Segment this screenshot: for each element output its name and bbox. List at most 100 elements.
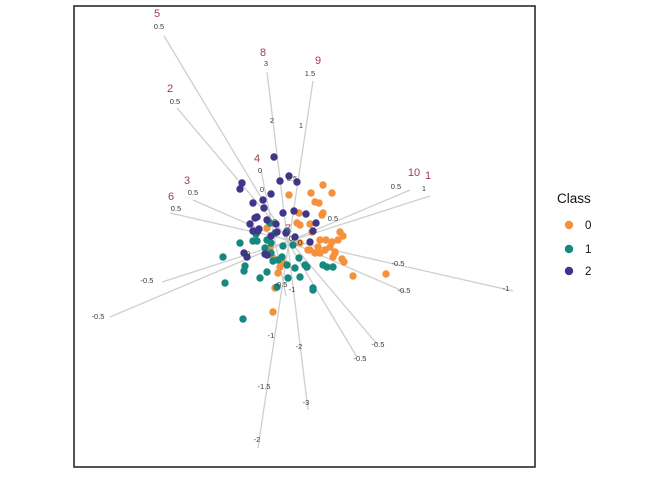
- scatter-point-class-2: [251, 214, 259, 222]
- tick-label: 0: [273, 217, 277, 226]
- scatter-point-class-1: [283, 261, 291, 269]
- legend-label-class-2: 2: [585, 266, 591, 278]
- scatter-point-class-1: [309, 284, 317, 292]
- scatter-point-class-2: [291, 233, 299, 241]
- scatter-point-class-0: [319, 181, 327, 189]
- scatter-point-class-0: [316, 236, 324, 244]
- tick-label: 0: [258, 166, 262, 175]
- tick-label: -0.5: [372, 340, 385, 349]
- feature-label-7: 7: [285, 223, 291, 235]
- scatter-point-class-2: [243, 253, 251, 261]
- scatter-point-class-0: [306, 220, 314, 228]
- scatter-point-class-2: [302, 210, 310, 218]
- tick-label: 0.5: [188, 188, 198, 197]
- scatter-point-class-0: [318, 211, 326, 219]
- scatter-point-class-1: [236, 239, 244, 247]
- scatter-point-class-0: [296, 221, 304, 229]
- scatter-point-class-2: [270, 153, 278, 161]
- feature-label-1: 1: [425, 170, 431, 182]
- tick-label: -0.5: [275, 280, 288, 289]
- tick-label: 0: [289, 234, 293, 243]
- axis-line-5: [163, 35, 358, 358]
- tick-label: 0.5: [328, 214, 338, 223]
- scatter-point-class-0: [326, 243, 334, 251]
- tick-label: 0.5: [287, 174, 297, 183]
- axis-tick-labels: 0.5 0 -0.5 0.5 0 -0.5 3 2 0 -1 -2 -3 1.5 1 0.5 -1 -1.5 -2…: [92, 22, 510, 444]
- scatter-point-class-2: [236, 185, 244, 193]
- scatter-point-class-2: [263, 251, 271, 259]
- scatter-point-class-1: [319, 261, 327, 269]
- feature-label-5: 5: [154, 8, 160, 20]
- tick-label: 1.5: [305, 69, 315, 78]
- tick-label: -0.5: [392, 259, 405, 268]
- tick-label: -0.5: [398, 286, 411, 295]
- scatter-point-class-1: [329, 263, 337, 271]
- scatter-point-class-1: [267, 239, 275, 247]
- scatter-point-class-2: [306, 238, 314, 246]
- feature-label-10: 10: [408, 167, 420, 179]
- scatter-point-class-2: [259, 196, 267, 204]
- plot-border: [73, 5, 536, 468]
- tick-label: -3: [303, 398, 310, 407]
- scatter-point-class-0: [349, 272, 357, 280]
- scatter-point-class-0: [296, 239, 304, 247]
- tick-label: -2: [254, 435, 261, 444]
- tick-label: 0: [298, 238, 302, 247]
- feature-label-4: 4: [254, 153, 260, 165]
- tick-label: 0: [260, 185, 264, 194]
- tick-label: 0.5: [154, 22, 164, 31]
- scatter-point-class-1: [221, 279, 229, 287]
- feature-label-6: 6: [168, 191, 174, 203]
- scatter-point-class-0: [331, 249, 339, 257]
- tick-label: 2: [270, 116, 274, 125]
- scatter-point-class-2: [238, 179, 246, 187]
- scatter-point-class-0: [322, 236, 330, 244]
- scatter-point-class-1: [303, 263, 311, 271]
- scatter-points: [219, 153, 390, 323]
- scatter-point-class-1: [239, 315, 247, 323]
- tick-label: -1: [503, 284, 510, 293]
- tick-label: -1: [289, 285, 296, 294]
- scatter-point-class-1: [261, 244, 269, 252]
- scatter-point-class-1: [278, 253, 286, 261]
- legend-label-class-1: 1: [585, 244, 591, 256]
- scatter-point-class-2: [285, 172, 293, 180]
- scatter-point-class-0: [274, 269, 282, 277]
- scatter-point-class-1: [279, 242, 287, 250]
- scatter-point-class-1: [296, 273, 304, 281]
- scatter-point-class-2: [282, 229, 290, 237]
- tick-label: -1: [268, 331, 275, 340]
- feature-label-9: 9: [315, 55, 321, 67]
- scatter-point-class-1: [284, 274, 292, 282]
- scatter-point-class-2: [293, 178, 301, 186]
- legend-dot-class-1: [564, 244, 574, 254]
- scatter-point-class-1: [240, 267, 248, 275]
- scatter-point-class-2: [254, 227, 262, 235]
- scatter-point-class-0: [315, 199, 323, 207]
- tick-label: -2: [296, 342, 303, 351]
- scatter-point-class-0: [311, 249, 319, 257]
- scatter-point-class-2: [279, 209, 287, 217]
- tick-label: 0.5: [171, 204, 181, 213]
- scatter-point-class-1: [273, 283, 281, 291]
- axis-line-10: [109, 189, 411, 318]
- tick-label: 1: [299, 121, 303, 130]
- scatter-point-class-0: [304, 246, 312, 254]
- scatter-point-class-0: [382, 270, 390, 278]
- scatter-point-class-2: [260, 204, 268, 212]
- legend-dot-class-2: [564, 266, 574, 276]
- scatter-point-class-1: [219, 253, 227, 261]
- scatter-point-class-1: [263, 268, 271, 276]
- scatter-point-class-0: [340, 258, 348, 266]
- tick-label: -1.5: [258, 382, 271, 391]
- axis-line-6: [169, 212, 514, 292]
- scatter-point-class-0: [334, 236, 342, 244]
- tick-label: 3: [264, 59, 268, 68]
- tick-label: -0.5: [92, 312, 105, 321]
- scatter-point-class-2: [290, 207, 298, 215]
- scatter-point-class-1: [291, 264, 299, 272]
- scatter-point-class-0: [307, 189, 315, 197]
- feature-label-2: 2: [167, 83, 173, 95]
